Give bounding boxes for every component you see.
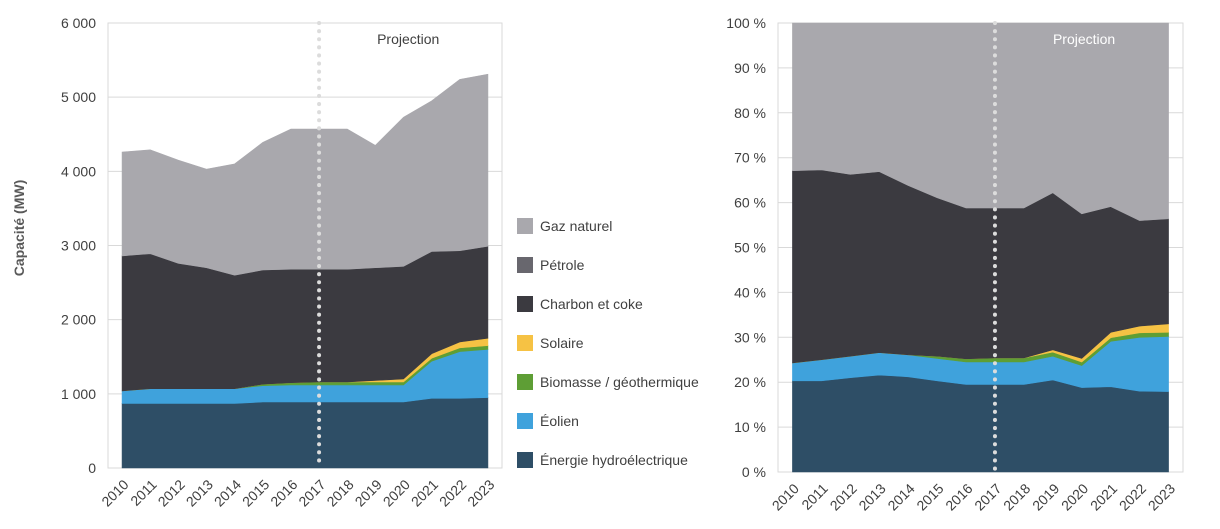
x-tick-label: 2014	[884, 480, 917, 513]
legend-label: Énergie hydroélectrique	[540, 452, 688, 468]
legend-swatch	[517, 413, 533, 429]
y-tick-label: 60 %	[734, 195, 766, 211]
legend-label: Solaire	[540, 335, 584, 351]
x-tick-label: 2017	[295, 476, 328, 509]
x-tick-label: 2022	[1116, 480, 1149, 513]
y-tick-label: 80 %	[734, 105, 766, 121]
x-tick-label: 2011	[798, 480, 831, 513]
x-tick-label: 2022	[436, 476, 469, 509]
legend-swatch	[517, 296, 533, 312]
legend-label: Pétrole	[540, 257, 585, 273]
x-tick-label: 2016	[267, 476, 300, 509]
x-tick-label: 2016	[942, 480, 975, 513]
y-tick-label: 0 %	[742, 464, 766, 480]
y-tick-label: 2 000	[61, 312, 96, 328]
x-tick-label: 2012	[827, 480, 860, 513]
x-tick-label: 2020	[380, 476, 413, 509]
legend-label: Charbon et coke	[540, 296, 643, 312]
legend-swatch	[517, 218, 533, 234]
projection-label: Projection	[377, 31, 439, 47]
x-tick-label: 2023	[464, 476, 497, 509]
legend: Gaz naturel Pétrole Charbon et coke Solaire…	[517, 218, 699, 468]
legend-swatch	[517, 257, 533, 273]
area-gaz-naturel	[121, 73, 489, 276]
x-tick-label: 2021	[1087, 480, 1120, 513]
share-chart: 0 % 10 % 20 % 30 % 40 % 50 % 60 % 70 % 80 % 90 % 1…	[726, 15, 1184, 514]
x-tick-label: 2013	[183, 476, 216, 509]
area-energie-hydroelectrique	[792, 374, 1169, 473]
y-tick-label: 10 %	[734, 419, 766, 435]
y-tick-label: 100 %	[726, 15, 766, 31]
legend-swatch	[517, 374, 533, 390]
x-tick-label: 2010	[98, 476, 131, 509]
x-tick-label: 2019	[1029, 480, 1062, 513]
x-tick-label: 2018	[1000, 480, 1033, 513]
y-tick-label: 30 %	[734, 329, 766, 345]
y-tick-label: 1 000	[61, 386, 96, 402]
projection-label: Projection	[1053, 31, 1115, 47]
x-tick-label: 2021	[408, 476, 441, 509]
x-tick-label: 2015	[913, 480, 946, 513]
x-tick-label: 2011	[127, 476, 160, 509]
x-tick-label: 2015	[239, 476, 272, 509]
x-tick-label: 2023	[1145, 480, 1178, 513]
y-tick-label: 90 %	[734, 60, 766, 76]
y-tick-label: 0	[88, 460, 96, 476]
y-tick-label: 40 %	[734, 284, 766, 300]
x-tick-label: 2020	[1058, 480, 1091, 513]
x-tick-label: 2018	[323, 476, 356, 509]
area-energie-hydroelectrique	[121, 397, 489, 469]
y-tick-label: 5 000	[61, 89, 96, 105]
y-tick-label: 4 000	[61, 163, 96, 179]
x-tick-label: 2010	[769, 480, 802, 513]
legend-swatch	[517, 452, 533, 468]
legend-swatch	[517, 335, 533, 351]
y-tick-label: 6 000	[61, 15, 96, 31]
x-tick-label: 2012	[155, 476, 188, 509]
legend-label: Éolien	[540, 413, 579, 429]
capacity-chart: 0 1 000 2 000 3 000 4 000 5 000 6 000 Projectio…	[61, 15, 503, 510]
y-tick-label: 50 %	[734, 240, 766, 256]
x-tick-label: 2019	[352, 476, 385, 509]
y-tick-label: 20 %	[734, 374, 766, 390]
x-tick-label: 2013	[855, 480, 888, 513]
x-tick-label: 2017	[971, 480, 1004, 513]
y-tick-label: 3 000	[61, 238, 96, 254]
legend-label: Gaz naturel	[540, 218, 612, 234]
x-tick-label: 2014	[211, 476, 244, 509]
legend-label: Biomasse / géothermique	[540, 374, 699, 390]
y-tick-label: 70 %	[734, 150, 766, 166]
y-axis-label: Capacité (MW)	[11, 180, 27, 276]
area-gaz-naturel	[792, 22, 1169, 221]
